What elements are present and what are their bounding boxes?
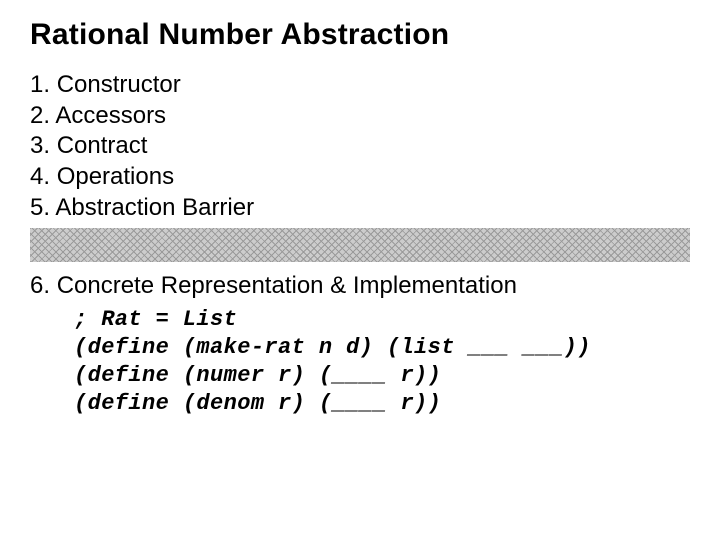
slide: Rational Number Abstraction 1. Construct… xyxy=(0,0,720,540)
abstraction-barrier-graphic xyxy=(30,228,690,262)
code-block: ; Rat = List(define (make-rat n d) (list… xyxy=(74,306,690,419)
slide-title: Rational Number Abstraction xyxy=(30,18,690,52)
list-item-number: 3. xyxy=(30,132,50,159)
list-item-text: Accessors xyxy=(55,102,166,129)
numbered-list: 1. Constructor 2. Accessors 3. Contract … xyxy=(30,70,690,224)
list-item-after-barrier: 6. Concrete Representation & Implementat… xyxy=(30,272,690,300)
list-item-text: Constructor xyxy=(57,71,181,98)
list-item-text: Contract xyxy=(57,132,148,159)
list-item-number: 2. xyxy=(30,102,50,129)
list-item: 5. Abstraction Barrier xyxy=(30,193,690,224)
list-item-number: 1. xyxy=(30,71,50,98)
code-line: (define (denom r) (____ r)) xyxy=(74,390,690,418)
code-line: ; Rat = List xyxy=(74,306,690,334)
list-item-text: Concrete Representation & Implementation xyxy=(57,272,517,299)
list-item-text: Abstraction Barrier xyxy=(55,194,254,221)
list-item: 2. Accessors xyxy=(30,101,690,132)
list-item: 4. Operations xyxy=(30,162,690,193)
code-line: (define (make-rat n d) (list ___ ___)) xyxy=(74,334,690,362)
list-item: 3. Contract xyxy=(30,131,690,162)
list-item: 1. Constructor xyxy=(30,70,690,101)
list-item-number: 6. xyxy=(30,272,50,299)
list-item-number: 4. xyxy=(30,163,50,190)
list-item-text: Operations xyxy=(57,163,174,190)
list-item-number: 5. xyxy=(30,194,50,221)
code-line: (define (numer r) (____ r)) xyxy=(74,362,690,390)
